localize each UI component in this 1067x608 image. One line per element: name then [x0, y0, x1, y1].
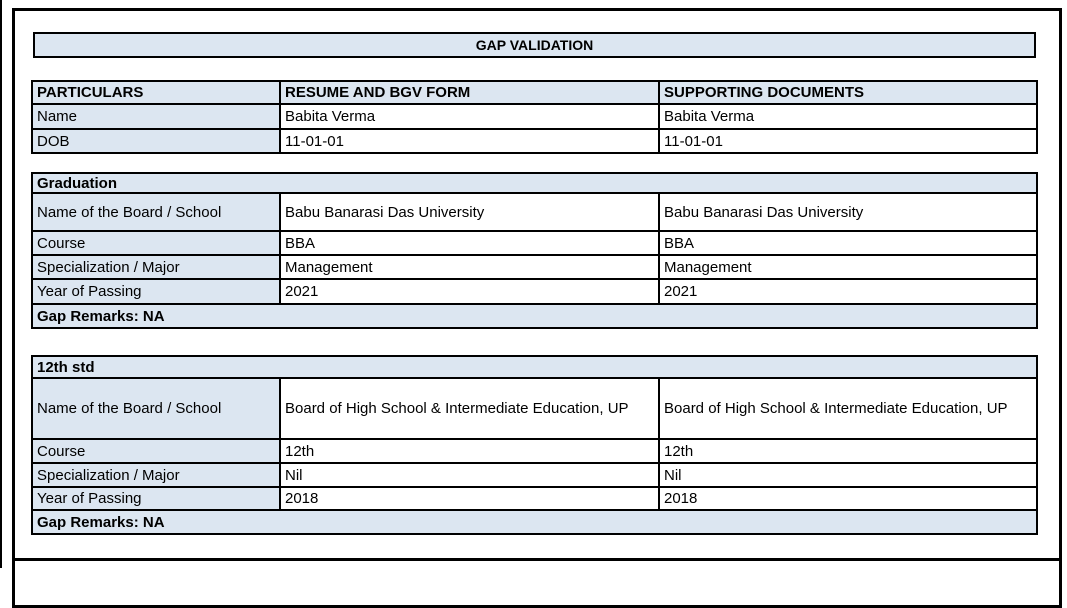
section-heading-row: Graduation: [30, 172, 1039, 194]
supporting-value: Management: [657, 254, 1039, 280]
row-label: Course: [31, 230, 281, 256]
supporting-value: 2018: [657, 486, 1039, 511]
supporting-value: Board of High School & Intermediate Educ…: [657, 377, 1039, 440]
row-label: Year of Passing: [31, 486, 281, 511]
resume-value: 2018: [279, 486, 660, 511]
gap-remarks: Gap Remarks: NA: [30, 303, 1039, 329]
row-label: Name of the Board / School: [31, 192, 281, 232]
row-label: Specialization / Major: [31, 254, 281, 280]
gap-remarks-row: Gap Remarks: NA: [30, 509, 1039, 535]
personal-details-table: PARTICULARS RESUME AND BGV FORM SUPPORTI…: [31, 80, 1038, 154]
next-section-divider: [15, 558, 1059, 561]
table-header-row: PARTICULARS RESUME AND BGV FORM SUPPORTI…: [31, 80, 1038, 105]
supporting-value: Babita Verma: [658, 103, 1038, 130]
row-label: Course: [31, 438, 281, 464]
resume-value: Babu Banarasi Das University: [279, 192, 660, 232]
supporting-value: Nil: [657, 462, 1039, 488]
row-label: DOB: [31, 128, 281, 154]
resume-value: Board of High School & Intermediate Educ…: [279, 377, 660, 440]
column-header-resume-bgv: RESUME AND BGV FORM: [279, 80, 660, 105]
column-header-particulars: PARTICULARS: [31, 80, 281, 105]
table-row-board-school: Name of the Board / School Board of High…: [31, 377, 1039, 440]
section-heading-12th-std: 12th std: [30, 355, 1039, 379]
row-label: Name: [31, 103, 281, 130]
resume-value: BBA: [279, 230, 660, 256]
table-row-board-school: Name of the Board / School Babu Banarasi…: [31, 192, 1039, 232]
table-row-dob: DOB 11-01-01 11-01-01: [31, 128, 1038, 154]
column-header-supporting-docs: SUPPORTING DOCUMENTS: [658, 80, 1038, 105]
table-row-course: Course BBA BBA: [31, 230, 1039, 256]
supporting-value: Babu Banarasi Das University: [657, 192, 1039, 232]
resume-value: Nil: [279, 462, 660, 488]
resume-value: 11-01-01: [279, 128, 660, 154]
document-title-bar: GAP VALIDATION: [33, 32, 1036, 58]
supporting-value: BBA: [657, 230, 1039, 256]
gap-remarks: Gap Remarks: NA: [30, 509, 1039, 535]
supporting-value: 2021: [657, 278, 1039, 305]
twelfth-std-table: 12th std Name of the Board / School Boar…: [30, 355, 1039, 535]
gap-remarks-row: Gap Remarks: NA: [30, 303, 1039, 329]
supporting-value: 12th: [657, 438, 1039, 464]
table-row-course: Course 12th 12th: [31, 438, 1039, 464]
document-title: GAP VALIDATION: [475, 37, 594, 53]
row-label: Specialization / Major: [31, 462, 281, 488]
table-row-specialization: Specialization / Major Management Manage…: [31, 254, 1039, 280]
table-row-year-of-passing: Year of Passing 2021 2021: [31, 278, 1039, 305]
table-row-year-of-passing: Year of Passing 2018 2018: [31, 486, 1039, 511]
row-label: Year of Passing: [31, 278, 281, 305]
section-heading-graduation: Graduation: [30, 172, 1039, 194]
table-row-name: Name Babita Verma Babita Verma: [31, 103, 1038, 130]
graduation-table: Graduation Name of the Board / School Ba…: [30, 172, 1039, 329]
table-row-specialization: Specialization / Major Nil Nil: [31, 462, 1039, 488]
supporting-value: 11-01-01: [658, 128, 1038, 154]
resume-value: 12th: [279, 438, 660, 464]
row-label: Name of the Board / School: [31, 377, 281, 440]
resume-value: 2021: [279, 278, 660, 305]
resume-value: Babita Verma: [279, 103, 660, 130]
resume-value: Management: [279, 254, 660, 280]
section-heading-row: 12th std: [30, 355, 1039, 379]
page-left-edge: [0, 0, 2, 568]
